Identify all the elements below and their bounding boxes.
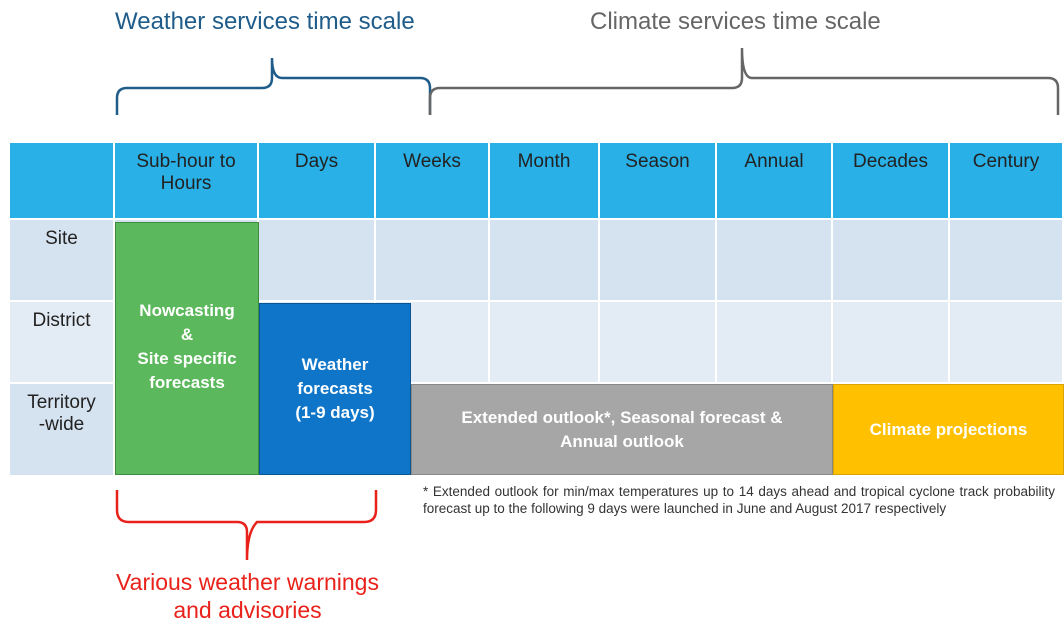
cell-line: Month	[517, 151, 571, 172]
grid-cell	[950, 220, 1064, 302]
weather-brace	[115, 57, 432, 115]
row-header: District	[10, 302, 115, 384]
cell-line: District	[32, 310, 91, 331]
grid-cell	[717, 220, 833, 302]
cell-line: Hours	[160, 173, 212, 194]
grid-cell	[833, 302, 950, 384]
block-line: Site specific	[137, 349, 237, 368]
weather-title: Weather services time scale	[115, 8, 415, 35]
block-line: forecasts	[149, 373, 225, 392]
cell-line: Annual	[744, 151, 804, 172]
row-header: Territory -wide	[10, 384, 115, 477]
column-header: Century	[950, 143, 1064, 220]
column-header: Sub-hour to Hours	[115, 143, 259, 220]
warnings-line: and advisories	[173, 597, 322, 623]
cell-line: Sub-hour to	[136, 151, 236, 172]
grid-cell	[490, 220, 600, 302]
climate-brace	[428, 47, 1060, 115]
row-header: Site	[10, 220, 115, 302]
warnings-label: Various weather warnings and advisories	[60, 568, 435, 624]
climate-projections-block: Climate projections	[833, 384, 1064, 475]
cell-line: Days	[294, 151, 339, 172]
block-line: Nowcasting	[139, 301, 235, 320]
block-line: Climate projections	[869, 419, 1028, 439]
column-header: Decades	[833, 143, 950, 220]
cell-line: Decades	[853, 151, 928, 172]
column-header: Season	[600, 143, 717, 220]
column-header: Days	[259, 143, 376, 220]
grid-cell	[833, 220, 950, 302]
warnings-brace	[115, 490, 378, 561]
column-header: Annual	[717, 143, 833, 220]
weather-forecast-block: Weather forecasts (1-9 days)	[259, 303, 411, 475]
nowcasting-block: Nowcasting & Site specific forecasts	[115, 222, 259, 475]
cell-line: -wide	[38, 414, 85, 435]
grid-cell	[600, 302, 717, 384]
grid-cell	[600, 220, 717, 302]
footnote: * Extended outlook for min/max temperatu…	[423, 484, 1055, 516]
block-line: forecasts	[297, 379, 373, 398]
cell-line: Weeks	[403, 151, 461, 172]
block-line: Weather	[301, 355, 369, 374]
block-line: (1-9 days)	[295, 403, 375, 422]
column-header: Weeks	[376, 143, 490, 220]
grid-cell	[950, 302, 1064, 384]
grid-cell	[717, 302, 833, 384]
block-line: Extended outlook*, Seasonal forecast &	[461, 407, 783, 427]
corner-cell	[10, 143, 115, 220]
extended-outlook-block: Extended outlook*, Seasonal forecast & A…	[411, 384, 833, 475]
cell-line: Century	[972, 151, 1040, 172]
cell-line: Site	[45, 228, 78, 249]
cell-line: Territory	[27, 392, 96, 413]
grid-cell	[259, 220, 376, 302]
grid-cell	[376, 220, 490, 302]
block-line: Annual outlook	[560, 431, 684, 451]
cell-line: Season	[625, 151, 690, 172]
block-line: &	[180, 325, 194, 344]
warnings-line: Various weather warnings	[116, 569, 379, 595]
grid-cell	[490, 302, 600, 384]
climate-title: Climate services time scale	[590, 8, 881, 35]
column-header: Month	[490, 143, 600, 220]
